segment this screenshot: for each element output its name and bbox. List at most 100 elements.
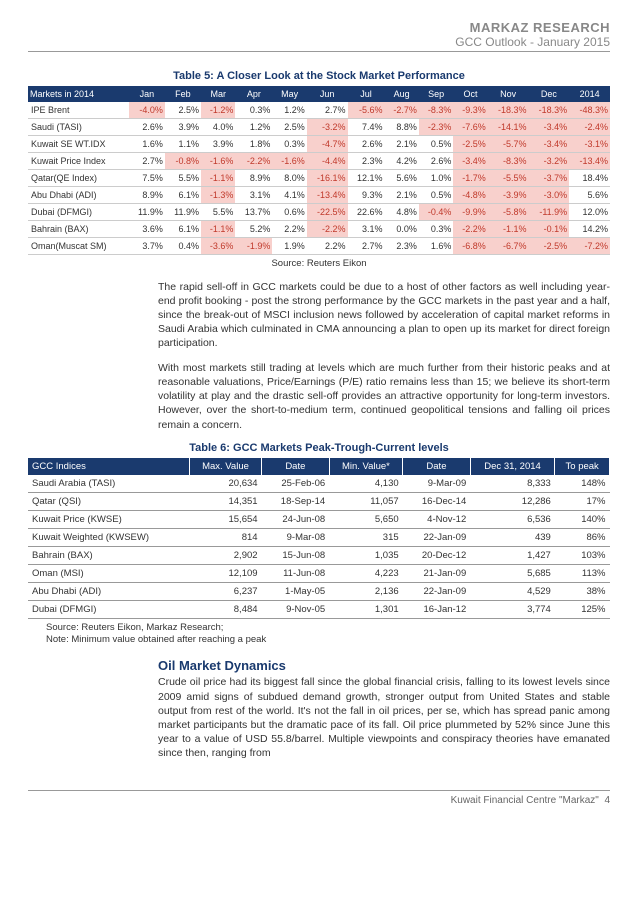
cell-value: 5.5%	[165, 170, 201, 187]
cell-value: 6,237	[189, 582, 261, 600]
cell-value: 1.2%	[235, 119, 272, 136]
cell-value: 5,650	[329, 510, 402, 528]
cell-value: -3.0%	[528, 187, 569, 204]
cell-value: 38%	[555, 582, 610, 600]
cell-value: 2.3%	[384, 238, 418, 255]
cell-value: Saudi Arabia (TASI)	[28, 475, 189, 493]
cell-value: -11.9%	[528, 204, 569, 221]
cell-value: 315	[329, 528, 402, 546]
cell-value: -0.8%	[165, 153, 201, 170]
cell-value: -2.5%	[528, 238, 569, 255]
cell-value: 4,223	[329, 564, 402, 582]
row-label: Bahrain (BAX)	[28, 221, 129, 238]
cell-value: 0.4%	[165, 238, 201, 255]
cell-value: -3.4%	[528, 136, 569, 153]
table5-header-month: Dec	[528, 86, 569, 102]
cell-value: -3.4%	[528, 119, 569, 136]
cell-value: 4,130	[329, 475, 402, 493]
cell-value: 15-Jun-08	[262, 546, 330, 564]
table5-header-first: Markets in 2014	[28, 86, 129, 102]
cell-value: 1.0%	[419, 170, 453, 187]
row-label: Oman(Muscat SM)	[28, 238, 129, 255]
cell-value: 8.0%	[272, 170, 306, 187]
table6-header: To peak	[555, 458, 610, 475]
cell-value: -6.7%	[488, 238, 529, 255]
cell-value: -8.3%	[488, 153, 529, 170]
cell-value: 18.4%	[569, 170, 610, 187]
cell-value: -1.1%	[201, 170, 235, 187]
cell-value: 103%	[555, 546, 610, 564]
cell-value: 20-Dec-12	[403, 546, 471, 564]
table-row: Abu Dhabi (ADI)8.9%6.1%-1.3%3.1%4.1%-13.…	[28, 187, 610, 204]
cell-value: 5,685	[470, 564, 555, 582]
table5-header-month: Jul	[348, 86, 385, 102]
cell-value: 1.8%	[235, 136, 272, 153]
cell-value: 5.2%	[235, 221, 272, 238]
header-org: MARKAZ RESEARCH	[28, 20, 610, 35]
cell-value: Kuwait Weighted (KWSEW)	[28, 528, 189, 546]
cell-value: 3.9%	[165, 119, 201, 136]
cell-value: 4.8%	[384, 204, 418, 221]
cell-value: -2.2%	[235, 153, 272, 170]
cell-value: 1.6%	[129, 136, 165, 153]
cell-value: 439	[470, 528, 555, 546]
cell-value: 4.0%	[201, 119, 235, 136]
cell-value: -5.6%	[348, 102, 385, 119]
cell-value: 9.3%	[348, 187, 385, 204]
cell-value: 2.6%	[348, 136, 385, 153]
cell-value: -9.3%	[453, 102, 487, 119]
cell-value: -2.7%	[384, 102, 418, 119]
row-label: Kuwait Price Index	[28, 153, 129, 170]
cell-value: 8.9%	[129, 187, 165, 204]
table5-source: Source: Reuters Eikon	[28, 258, 610, 269]
table5-header-month: May	[272, 86, 306, 102]
cell-value: 9-Mar-09	[403, 475, 471, 493]
table-row: Saudi (TASI)2.6%3.9%4.0%1.2%2.5%-3.2%7.4…	[28, 119, 610, 136]
cell-value: -22.5%	[307, 204, 348, 221]
cell-value: Kuwait Price (KWSE)	[28, 510, 189, 528]
cell-value: -3.7%	[528, 170, 569, 187]
table5-header-month: Aug	[384, 86, 418, 102]
footer-text: Kuwait Financial Centre "Markaz"	[451, 795, 599, 806]
cell-value: 15,654	[189, 510, 261, 528]
table-row: Bahrain (BAX)2,90215-Jun-081,03520-Dec-1…	[28, 546, 610, 564]
cell-value: 7.4%	[348, 119, 385, 136]
cell-value: 5.5%	[201, 204, 235, 221]
table-row: Dubai (DFMGI)8,4849-Nov-051,30116-Jan-12…	[28, 600, 610, 618]
table-row: Kuwait SE WT.IDX1.6%1.1%3.9%1.8%0.3%-4.7…	[28, 136, 610, 153]
cell-value: 2,902	[189, 546, 261, 564]
table5-header-month: Sep	[419, 86, 453, 102]
table-row: Kuwait Price (KWSE)15,65424-Jun-085,6504…	[28, 510, 610, 528]
cell-value: 21-Jan-09	[403, 564, 471, 582]
cell-value: 12.1%	[348, 170, 385, 187]
cell-value: 0.3%	[419, 221, 453, 238]
table-row: Kuwait Weighted (KWSEW)8149-Mar-0831522-…	[28, 528, 610, 546]
cell-value: Dubai (DFMGI)	[28, 600, 189, 618]
paragraph-2: With most markets still trading at level…	[158, 361, 610, 432]
cell-value: 4,529	[470, 582, 555, 600]
cell-value: -4.0%	[129, 102, 165, 119]
cell-value: 9-Nov-05	[262, 600, 330, 618]
cell-value: -5.7%	[488, 136, 529, 153]
cell-value: -13.4%	[569, 153, 610, 170]
cell-value: 11-Jun-08	[262, 564, 330, 582]
table-row: Kuwait Price Index2.7%-0.8%-1.6%-2.2%-1.…	[28, 153, 610, 170]
table6-title: Table 6: GCC Markets Peak-Trough-Current…	[28, 442, 610, 454]
cell-value: 14.2%	[569, 221, 610, 238]
cell-value: -2.4%	[569, 119, 610, 136]
paragraph-1: The rapid sell-off in GCC markets could …	[158, 280, 610, 351]
cell-value: 8.8%	[384, 119, 418, 136]
cell-value: -2.5%	[453, 136, 487, 153]
cell-value: -18.3%	[488, 102, 529, 119]
cell-value: 8,333	[470, 475, 555, 493]
cell-value: 140%	[555, 510, 610, 528]
table6-header: Dec 31, 2014	[470, 458, 555, 475]
cell-value: -3.2%	[307, 119, 348, 136]
table6-header: Date	[262, 458, 330, 475]
cell-value: 0.0%	[384, 221, 418, 238]
cell-value: -6.8%	[453, 238, 487, 255]
table-row: Qatar(QE Index)7.5%5.5%-1.1%8.9%8.0%-16.…	[28, 170, 610, 187]
cell-value: 20,634	[189, 475, 261, 493]
table-row: Saudi Arabia (TASI)20,63425-Feb-064,1309…	[28, 475, 610, 493]
cell-value: -14.1%	[488, 119, 529, 136]
